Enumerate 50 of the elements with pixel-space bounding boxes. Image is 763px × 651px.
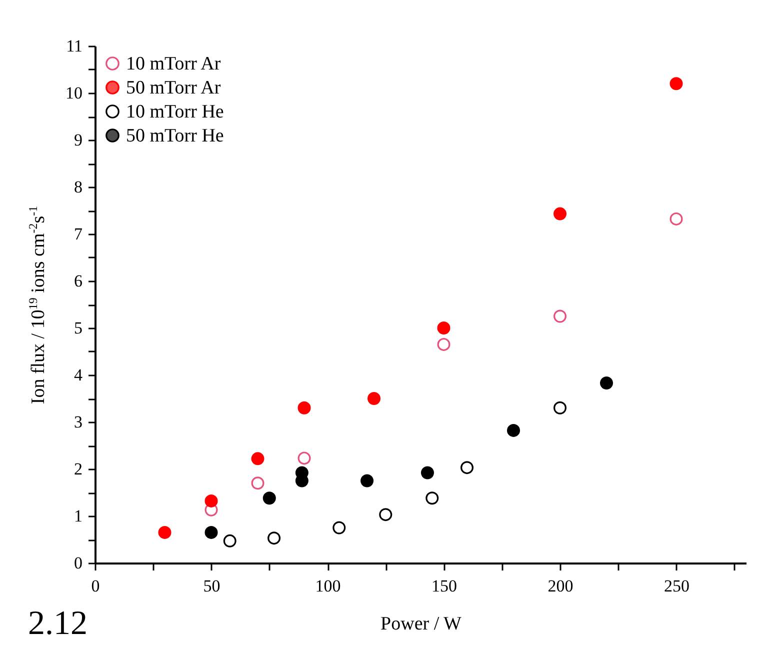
- point: [437, 322, 450, 334]
- point: [251, 452, 264, 466]
- point: [251, 476, 264, 490]
- x-tick-label: 200: [548, 576, 574, 596]
- point: [298, 401, 311, 414]
- y-tick-label: 2: [74, 460, 82, 478]
- y-tick-label: 11: [66, 36, 82, 56]
- legend-label: 50 mTorr He: [126, 126, 224, 146]
- point: [268, 532, 281, 545]
- point: [426, 492, 439, 505]
- point: [204, 494, 218, 508]
- point: [554, 401, 566, 414]
- point: [368, 392, 380, 405]
- x-axis-title: Power / W: [380, 614, 462, 634]
- y-tick-label: 4: [74, 366, 83, 384]
- text: 2.12: [28, 605, 88, 643]
- x-tick-label: 100: [315, 576, 341, 596]
- point: [670, 212, 683, 226]
- point: [670, 77, 683, 90]
- y-tick-label: 9: [74, 130, 82, 150]
- y-tick-label: 5: [74, 318, 82, 338]
- y-tick-label: 3: [74, 412, 82, 432]
- y-tick-label: 6: [74, 272, 82, 290]
- point: [554, 207, 566, 220]
- point: [158, 526, 172, 539]
- point: [379, 508, 392, 522]
- point: [600, 376, 613, 390]
- point: [360, 474, 374, 488]
- point: [298, 452, 311, 465]
- x-tick-label: 0: [91, 576, 100, 596]
- point: [460, 461, 474, 474]
- y-tick-label: 8: [74, 178, 82, 196]
- point: [223, 534, 236, 548]
- y-tick-label: 10: [66, 84, 82, 102]
- x-tick-label: 50: [203, 576, 220, 596]
- x-tick-label: 150: [432, 576, 457, 596]
- point: [437, 338, 450, 351]
- y-tick-label: 0: [74, 554, 82, 572]
- point: [420, 466, 434, 480]
- legend-label: 10 mTorr He: [126, 102, 224, 122]
- point: [204, 526, 218, 539]
- point: [507, 424, 520, 437]
- legend-label: 10 mTorr Ar: [126, 54, 222, 74]
- point: [554, 310, 566, 323]
- y-tick-label: 1: [74, 506, 82, 526]
- y-tick-label: 7: [74, 224, 83, 244]
- legend-label: 50 mTorr Ar: [126, 78, 222, 98]
- point: [332, 521, 346, 534]
- point: [262, 492, 276, 505]
- x-tick-label: 250: [664, 576, 690, 596]
